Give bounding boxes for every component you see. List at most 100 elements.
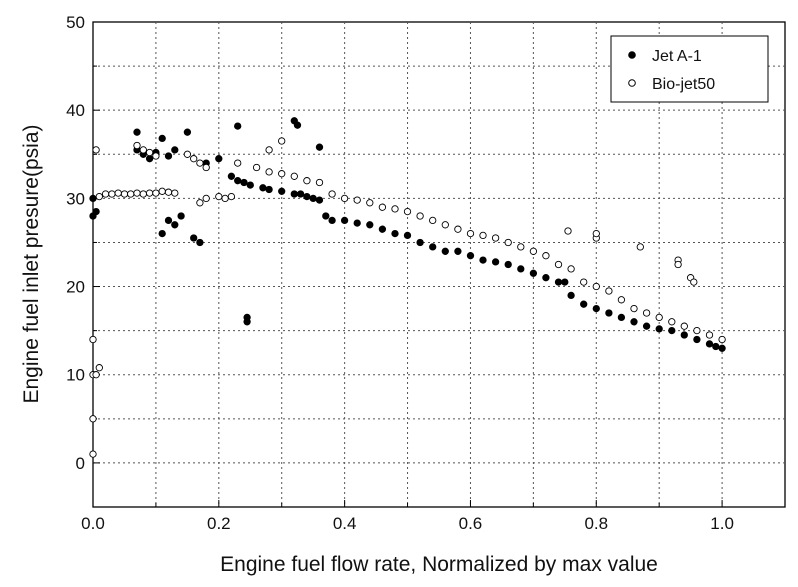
data-point bbox=[243, 313, 251, 322]
data-point bbox=[101, 190, 110, 198]
data-point bbox=[89, 194, 97, 203]
data-point bbox=[655, 313, 663, 322]
data-point bbox=[234, 177, 242, 185]
data-point bbox=[705, 340, 714, 348]
legend-label-bio-jet50: Bio-jet50 bbox=[652, 76, 715, 93]
data-point bbox=[293, 121, 302, 129]
data-point bbox=[92, 371, 100, 379]
y-tick-label: 20 bbox=[66, 278, 85, 297]
data-point bbox=[630, 304, 638, 313]
data-point bbox=[221, 194, 229, 203]
data-point bbox=[309, 194, 317, 203]
data-point bbox=[89, 335, 97, 344]
data-points bbox=[89, 117, 726, 458]
data-point bbox=[145, 189, 154, 197]
x-tick-label: 0.2 bbox=[207, 514, 231, 533]
data-point bbox=[315, 143, 324, 151]
data-point bbox=[234, 122, 242, 130]
data-point bbox=[190, 155, 198, 163]
data-point bbox=[416, 212, 424, 220]
data-point bbox=[655, 325, 663, 333]
data-point bbox=[278, 170, 286, 178]
data-point bbox=[391, 229, 399, 238]
data-point bbox=[215, 155, 223, 163]
data-point bbox=[542, 274, 550, 282]
legend-label-jet-a1: Jet A-1 bbox=[652, 48, 702, 65]
data-point bbox=[227, 192, 236, 201]
data-point bbox=[636, 243, 644, 251]
data-point bbox=[592, 282, 600, 291]
data-point bbox=[403, 231, 412, 240]
data-point bbox=[454, 247, 462, 255]
data-point bbox=[674, 260, 682, 269]
y-axis-label: Engine fuel inlet presure(psia) bbox=[20, 125, 43, 404]
data-point bbox=[190, 234, 198, 242]
data-point bbox=[240, 178, 248, 187]
data-point bbox=[158, 187, 166, 195]
data-point bbox=[542, 252, 550, 260]
data-point bbox=[712, 342, 720, 351]
data-point bbox=[718, 344, 726, 352]
data-point bbox=[95, 364, 103, 372]
x-tick-label: 0.0 bbox=[81, 514, 105, 533]
data-point bbox=[668, 318, 676, 326]
data-point bbox=[171, 146, 179, 154]
data-point bbox=[145, 148, 154, 157]
data-point bbox=[554, 278, 563, 286]
data-point bbox=[529, 247, 538, 255]
data-point bbox=[328, 190, 336, 198]
legend-marker-bio-jet50 bbox=[628, 79, 636, 87]
data-point bbox=[171, 221, 179, 229]
data-point bbox=[127, 190, 135, 198]
y-tick-label: 0 bbox=[76, 454, 85, 473]
data-point bbox=[554, 260, 563, 269]
data-point bbox=[567, 291, 575, 300]
data-point bbox=[171, 189, 179, 197]
data-point bbox=[429, 243, 437, 251]
data-point bbox=[234, 159, 242, 167]
data-point bbox=[561, 278, 569, 286]
data-point bbox=[158, 134, 166, 143]
data-point bbox=[378, 203, 387, 211]
data-point bbox=[353, 219, 361, 227]
data-point bbox=[278, 187, 286, 195]
data-point bbox=[680, 322, 688, 330]
data-point bbox=[353, 196, 361, 204]
axis-ticks bbox=[92, 21, 786, 508]
data-point bbox=[391, 205, 399, 213]
data-point bbox=[265, 146, 273, 154]
data-point bbox=[491, 234, 500, 242]
data-point bbox=[592, 229, 600, 238]
x-tick-label: 1.0 bbox=[710, 514, 734, 533]
data-point bbox=[340, 216, 349, 225]
data-point bbox=[265, 185, 273, 194]
data-point bbox=[690, 278, 698, 286]
data-point bbox=[278, 137, 286, 145]
data-point bbox=[340, 194, 349, 203]
data-point bbox=[290, 190, 298, 198]
data-point bbox=[605, 287, 613, 295]
data-point bbox=[89, 415, 97, 423]
data-point bbox=[605, 309, 613, 317]
data-point bbox=[617, 296, 626, 304]
data-point bbox=[133, 189, 141, 197]
data-point bbox=[164, 216, 173, 225]
tick-labels: 0.0 0.2 0.4 0.6 0.8 1.0 0 10 20 30 40 50 bbox=[66, 13, 734, 533]
data-point bbox=[491, 258, 500, 266]
data-point bbox=[693, 335, 701, 344]
data-point bbox=[322, 212, 330, 220]
data-point bbox=[429, 216, 437, 225]
data-point bbox=[145, 155, 154, 163]
y-tick-label: 50 bbox=[66, 13, 85, 32]
data-point bbox=[114, 189, 122, 197]
data-point bbox=[479, 256, 487, 264]
data-point bbox=[705, 331, 714, 339]
data-point bbox=[196, 159, 204, 167]
data-point bbox=[227, 172, 236, 180]
data-point bbox=[202, 163, 210, 172]
data-point bbox=[517, 265, 525, 273]
data-point bbox=[504, 238, 512, 247]
data-point bbox=[108, 190, 116, 198]
x-tick-label: 0.8 bbox=[584, 514, 608, 533]
